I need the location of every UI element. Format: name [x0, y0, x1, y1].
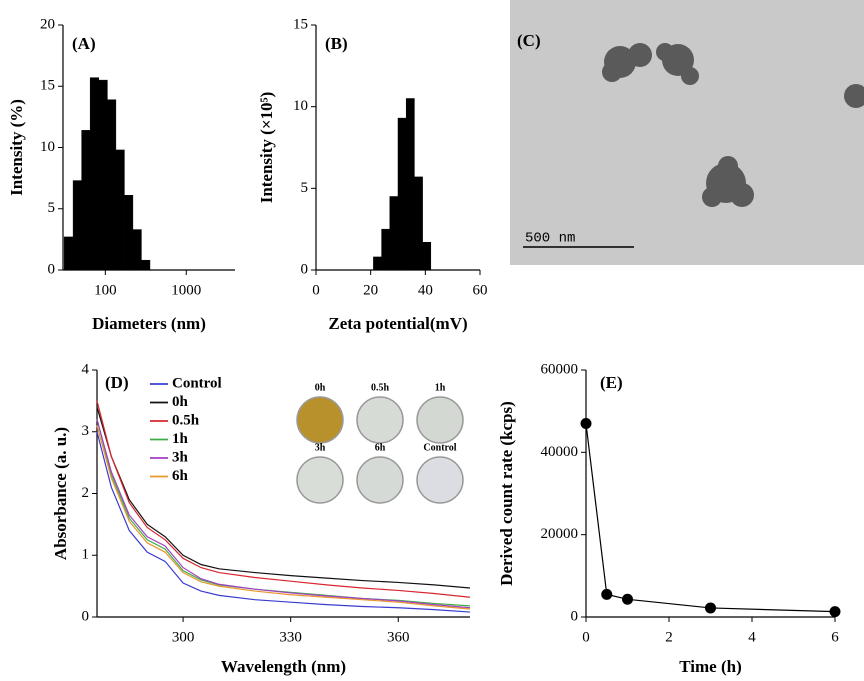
y-tick-label: 15	[40, 78, 55, 94]
x-tick-label: 300	[172, 629, 195, 645]
inset-label: 3h	[315, 442, 326, 453]
y-tick-label: 1	[82, 547, 90, 563]
x-tick-label: 6	[831, 629, 839, 645]
y-tick-label: 10	[40, 139, 55, 155]
y-tick-label: 0	[571, 608, 579, 624]
bar	[124, 195, 134, 271]
legend-label: 3h	[172, 449, 189, 465]
x-tick-label: 20	[363, 282, 378, 298]
bar	[107, 99, 117, 271]
inset-label: 0.5h	[371, 382, 390, 393]
vial-photo	[416, 396, 464, 444]
x-tick-label: 0	[582, 629, 590, 645]
series-line	[96, 406, 471, 589]
bar	[63, 236, 74, 271]
vial-photo	[356, 456, 404, 504]
y-tick-label: 60000	[541, 361, 579, 377]
y-tick-label: 5	[48, 200, 56, 216]
y-tick-label: 2	[82, 485, 90, 501]
x-tick-label: 330	[279, 629, 302, 645]
legend-label: 1h	[172, 431, 189, 447]
x-tick-label: 40	[418, 282, 433, 298]
y-axis-label: Absorbance (a. u.)	[51, 427, 70, 560]
point	[622, 593, 633, 605]
bar	[115, 149, 125, 271]
inset-label: 6h	[375, 442, 386, 453]
y-axis-label: Intensity (×10⁵)	[257, 92, 276, 204]
x-axis-label: Zeta potential(mV)	[328, 314, 467, 333]
panel-title: (D)	[105, 373, 129, 392]
x-tick-label: 60	[473, 282, 488, 298]
bar	[132, 229, 142, 271]
bar	[389, 196, 399, 271]
panel-title: (A)	[72, 34, 96, 53]
x-axis-label: Diameters (nm)	[92, 314, 206, 333]
inset-label: 0h	[315, 382, 326, 393]
panel-title: (B)	[325, 34, 348, 53]
y-tick-label: 40000	[541, 444, 579, 460]
x-tick-label: 360	[387, 629, 410, 645]
series-line	[96, 425, 471, 610]
y-tick-label: 10	[293, 98, 308, 114]
series-line	[96, 419, 471, 607]
legend-label: 6h	[172, 468, 189, 484]
y-tick-label: 5	[301, 180, 309, 196]
tem-background	[510, 0, 864, 265]
point	[601, 588, 613, 600]
x-tick-label: 0	[312, 282, 320, 298]
bar	[381, 228, 391, 271]
vial-photo	[416, 456, 464, 504]
particles	[602, 43, 864, 207]
x-tick-label: 100	[94, 282, 117, 298]
x-tick-label: 4	[748, 629, 756, 645]
y-tick-label: 0	[82, 608, 90, 624]
y-tick-label: 20	[40, 16, 55, 32]
point	[705, 602, 716, 614]
bar	[81, 130, 91, 271]
legend-label: Control	[172, 375, 222, 391]
point	[829, 606, 841, 618]
legend-label: 0.5h	[172, 412, 200, 428]
legend-label: 0h	[172, 394, 189, 410]
x-axis-label: Time (h)	[679, 657, 742, 676]
vial-photo	[356, 396, 404, 444]
series-line	[96, 431, 471, 613]
bar	[89, 77, 100, 271]
y-tick-label: 0	[48, 261, 56, 277]
series-line	[96, 400, 471, 598]
scale-bar-label: 500 nm	[525, 231, 575, 247]
x-tick-label: 1000	[171, 282, 201, 298]
y-tick-label: 3	[82, 423, 90, 439]
y-axis-label: Intensity (%)	[7, 99, 26, 196]
bar	[397, 117, 407, 271]
panel-title: (C)	[517, 31, 541, 50]
bar	[72, 180, 82, 271]
inset-label: Control	[423, 442, 456, 453]
series-line	[96, 419, 471, 609]
x-axis-label: Wavelength (nm)	[221, 657, 346, 676]
y-tick-label: 15	[293, 16, 308, 32]
y-tick-label: 20000	[541, 526, 579, 542]
bar	[414, 176, 423, 271]
panel-title: (E)	[600, 373, 623, 392]
bar	[373, 256, 382, 271]
point	[580, 418, 592, 430]
x-tick-label: 2	[665, 629, 673, 645]
y-tick-label: 0	[301, 261, 309, 277]
bar	[141, 259, 151, 271]
y-tick-label: 4	[82, 361, 90, 377]
vial-photo	[296, 396, 344, 444]
bar	[98, 79, 108, 271]
series-line	[585, 423, 836, 613]
vial-photo	[296, 456, 344, 504]
inset-label: 1h	[435, 382, 446, 393]
bar	[422, 241, 432, 271]
tem-image	[510, 0, 864, 265]
y-axis-label: Derived count rate (kcps)	[497, 401, 516, 586]
bar	[405, 98, 415, 271]
